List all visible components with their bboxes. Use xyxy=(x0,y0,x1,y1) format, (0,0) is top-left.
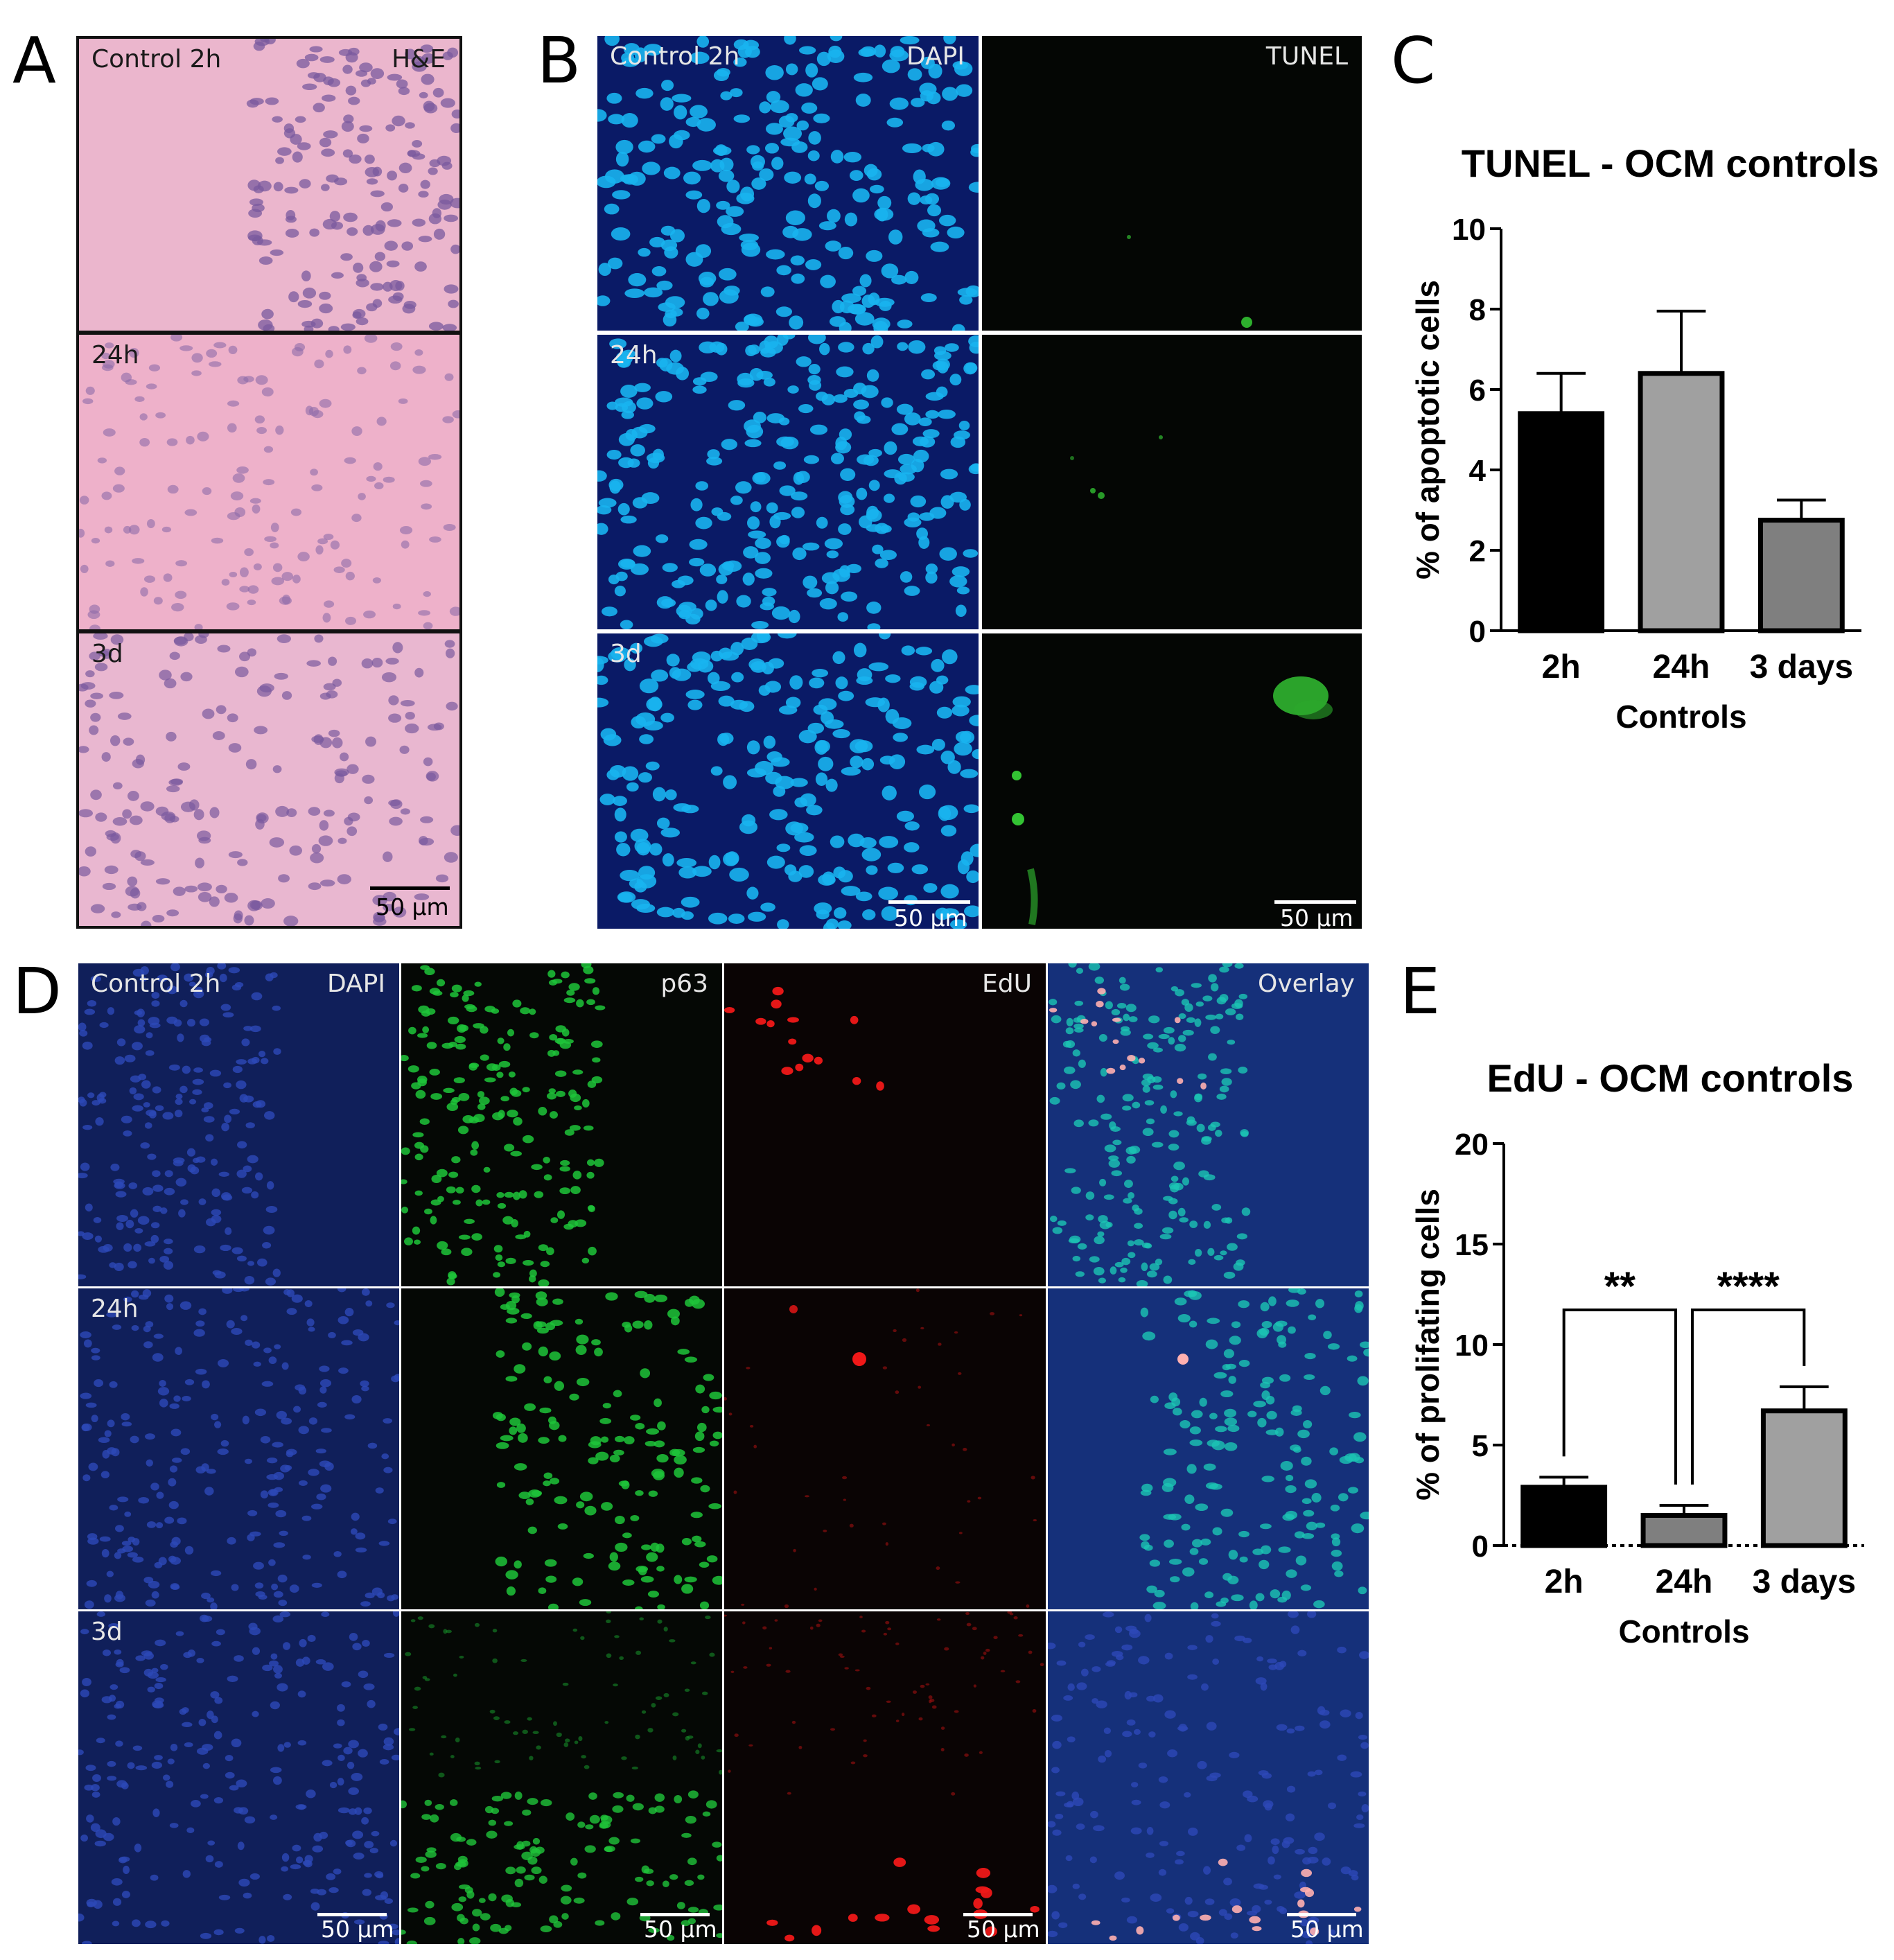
scale-bar xyxy=(888,900,970,904)
x-tick-label: 2h xyxy=(1545,1564,1584,1600)
row-label-control-2h: Control 2h xyxy=(91,45,222,73)
channel-label-overlay: Overlay xyxy=(1258,970,1355,998)
panel-a-he-stain: Control 2h H&E 24h 3d 50 μm xyxy=(76,36,462,929)
channel-label-dapi: DAPI xyxy=(326,970,385,998)
channel-label-tunel: TUNEL xyxy=(1265,42,1348,71)
row-label-24h: 24h xyxy=(91,1295,139,1323)
panel-label-c: C xyxy=(1391,24,1436,98)
he-image-3d: 3d 50 μm xyxy=(79,633,459,926)
x-axis-label: Controls xyxy=(1615,699,1746,735)
panel-label-a: A xyxy=(12,24,56,98)
significance-bracket xyxy=(1562,1309,1677,1485)
x-tick-label: 24h xyxy=(1653,649,1710,685)
panel-label-b: B xyxy=(537,24,581,98)
bar-2h xyxy=(1518,411,1605,633)
row-label-control-2h: Control 2h xyxy=(610,42,740,71)
he-image-24h: 24h xyxy=(79,335,459,629)
bar-24h xyxy=(1640,1513,1728,1548)
y-tick-label: 0 xyxy=(1472,1530,1489,1564)
tunel-image-3d: 50 μm xyxy=(982,633,1362,929)
row-label-3d: 3d xyxy=(91,1618,123,1646)
scale-bar xyxy=(1287,1913,1356,1916)
bar-3-days xyxy=(1757,518,1845,633)
dapi-image-control-2h: Control 2h DAPI xyxy=(78,963,399,1286)
chart-title: EdU - OCM controls xyxy=(1487,1056,1854,1100)
y-tick-label: 5 xyxy=(1472,1429,1489,1463)
row-label-24h: 24h xyxy=(610,341,658,369)
bar-2h xyxy=(1520,1485,1608,1548)
chart-tunel: TUNEL - OCM controls 0 2 4 6 8 10% of apoptoti… xyxy=(1410,141,1879,735)
x-tick-label: 2h xyxy=(1542,649,1581,685)
overlay-image-control-2h: Overlay xyxy=(1048,963,1369,1286)
significance-label: ** xyxy=(1604,1264,1636,1309)
y-tick-label: 20 xyxy=(1455,1128,1489,1162)
channel-label-he: H&E xyxy=(392,45,446,73)
scale-bar-label: 50 μm xyxy=(1290,1916,1364,1943)
p63-image-control-2h: p63 xyxy=(401,963,722,1286)
scale-bar xyxy=(963,1913,1033,1916)
scale-bar xyxy=(317,1913,387,1916)
scale-bar-label: 50 μm xyxy=(967,1916,1040,1943)
y-axis-label: % of apoptotic cells xyxy=(1410,280,1446,579)
dapi-image-3d: 3d 50 μm xyxy=(597,633,979,929)
scale-bar xyxy=(1274,900,1356,904)
p63-image-24h xyxy=(401,1288,722,1609)
scale-bar-label: 50 μm xyxy=(1280,904,1353,929)
y-tick-label: 0 xyxy=(1469,615,1486,649)
scale-bar xyxy=(370,886,450,890)
y-tick-label: 10 xyxy=(1452,213,1486,247)
edu-image-3d: 50 μm xyxy=(724,1611,1046,1944)
chart-edu: EdU - OCM controls 0 5 10 15 20 % of prolifati… xyxy=(1410,1056,1864,1650)
dapi-image-control-2h: Control 2h DAPI xyxy=(597,36,979,331)
dapi-image-3d: 3d 50 μm xyxy=(78,1611,399,1944)
scale-bar xyxy=(640,1913,710,1916)
bar-3-days xyxy=(1760,1408,1848,1548)
panel-d-edu-p63-stain: Control 2h DAPI p63 EdU Overlay 24h 3d 5… xyxy=(78,963,1369,1944)
y-tick-label: 6 xyxy=(1469,374,1486,408)
p63-image-3d: 50 μm xyxy=(401,1611,722,1944)
scale-bar-label: 50 μm xyxy=(376,893,449,920)
y-tick-label: 10 xyxy=(1455,1329,1489,1363)
row-label-control-2h: Control 2h xyxy=(91,970,221,998)
dapi-image-24h: 24h xyxy=(597,335,979,629)
row-label-3d: 3d xyxy=(91,640,123,668)
y-tick-label: 2 xyxy=(1469,534,1486,568)
channel-label-dapi: DAPI xyxy=(906,42,965,71)
he-image-control-2h: Control 2h H&E xyxy=(79,39,459,331)
x-tick-label: 24h xyxy=(1656,1564,1713,1600)
significance-bracket xyxy=(1691,1309,1806,1485)
chart-title: TUNEL - OCM controls xyxy=(1462,141,1879,185)
overlay-image-3d: 50 μm xyxy=(1048,1611,1369,1944)
channel-label-p63: p63 xyxy=(660,970,708,998)
row-label-3d: 3d xyxy=(610,640,642,668)
y-tick-label: 15 xyxy=(1455,1228,1489,1262)
x-axis-label: Controls xyxy=(1618,1613,1749,1650)
scale-bar-label: 50 μm xyxy=(894,904,967,929)
panel-b-tunel-stain: Control 2h DAPI TUNEL 24h 3d 50 μm 50 μm xyxy=(597,36,1362,929)
panel-label-e: E xyxy=(1400,954,1441,1029)
edu-image-control-2h: EdU xyxy=(724,963,1046,1286)
tunel-image-control-2h: TUNEL xyxy=(982,36,1362,331)
scale-bar-label: 50 μm xyxy=(321,1916,394,1943)
significance-label: **** xyxy=(1717,1264,1780,1309)
y-tick-label: 4 xyxy=(1469,454,1487,488)
y-tick-label: 8 xyxy=(1469,293,1486,327)
edu-image-24h xyxy=(724,1288,1046,1609)
scale-bar-label: 50 μm xyxy=(644,1916,717,1943)
bar-24h xyxy=(1638,371,1725,633)
dapi-image-24h: 24h xyxy=(78,1288,399,1609)
panel-label-d: D xyxy=(12,954,62,1029)
row-label-24h: 24h xyxy=(91,341,139,369)
x-tick-label: 3 days xyxy=(1750,649,1853,685)
y-axis-label: % of prolifating cells xyxy=(1410,1189,1446,1500)
tunel-image-24h xyxy=(982,335,1362,629)
channel-label-edu: EdU xyxy=(982,970,1032,998)
x-tick-label: 3 days xyxy=(1753,1564,1856,1600)
overlay-image-24h xyxy=(1048,1288,1369,1609)
